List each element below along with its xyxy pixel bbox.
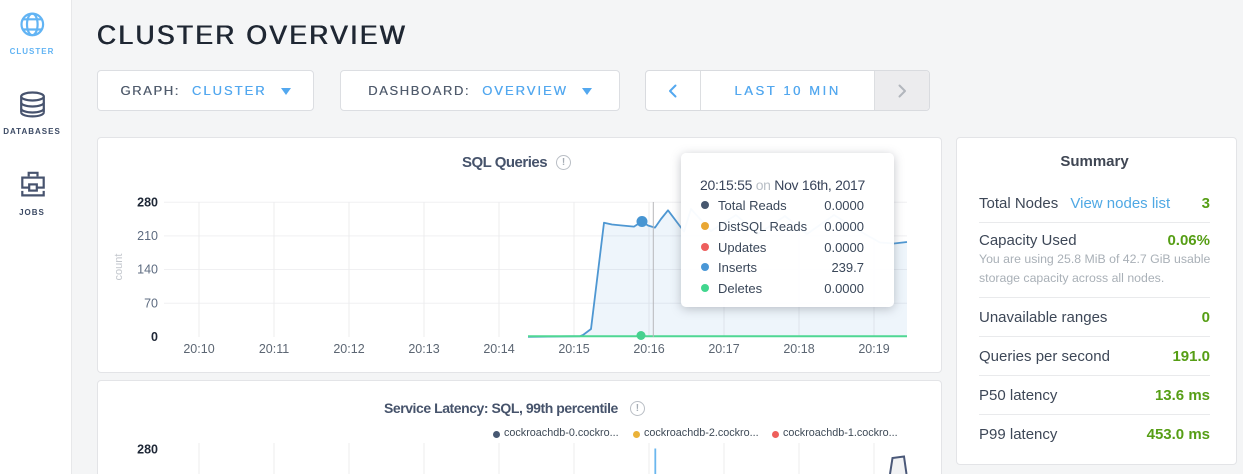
svg-text:20:19: 20:19 bbox=[858, 342, 889, 356]
svg-text:70: 70 bbox=[144, 296, 158, 310]
svg-text:count: count bbox=[113, 254, 125, 281]
svg-text:20:18: 20:18 bbox=[783, 342, 814, 356]
svg-text:20:17: 20:17 bbox=[708, 342, 739, 356]
svg-text:280: 280 bbox=[137, 196, 158, 210]
svg-text:20:13: 20:13 bbox=[408, 342, 439, 356]
svg-text:20:14: 20:14 bbox=[483, 342, 514, 356]
svg-text:210: 210 bbox=[137, 229, 158, 243]
svg-text:20:16: 20:16 bbox=[633, 342, 664, 356]
svg-text:20:12: 20:12 bbox=[333, 342, 364, 356]
svg-text:20:10: 20:10 bbox=[183, 342, 214, 356]
svg-text:0: 0 bbox=[151, 330, 158, 344]
svg-text:20:15: 20:15 bbox=[558, 342, 589, 356]
svg-text:20:11: 20:11 bbox=[259, 342, 289, 356]
svg-text:140: 140 bbox=[137, 263, 158, 277]
svg-text:280: 280 bbox=[137, 443, 158, 457]
